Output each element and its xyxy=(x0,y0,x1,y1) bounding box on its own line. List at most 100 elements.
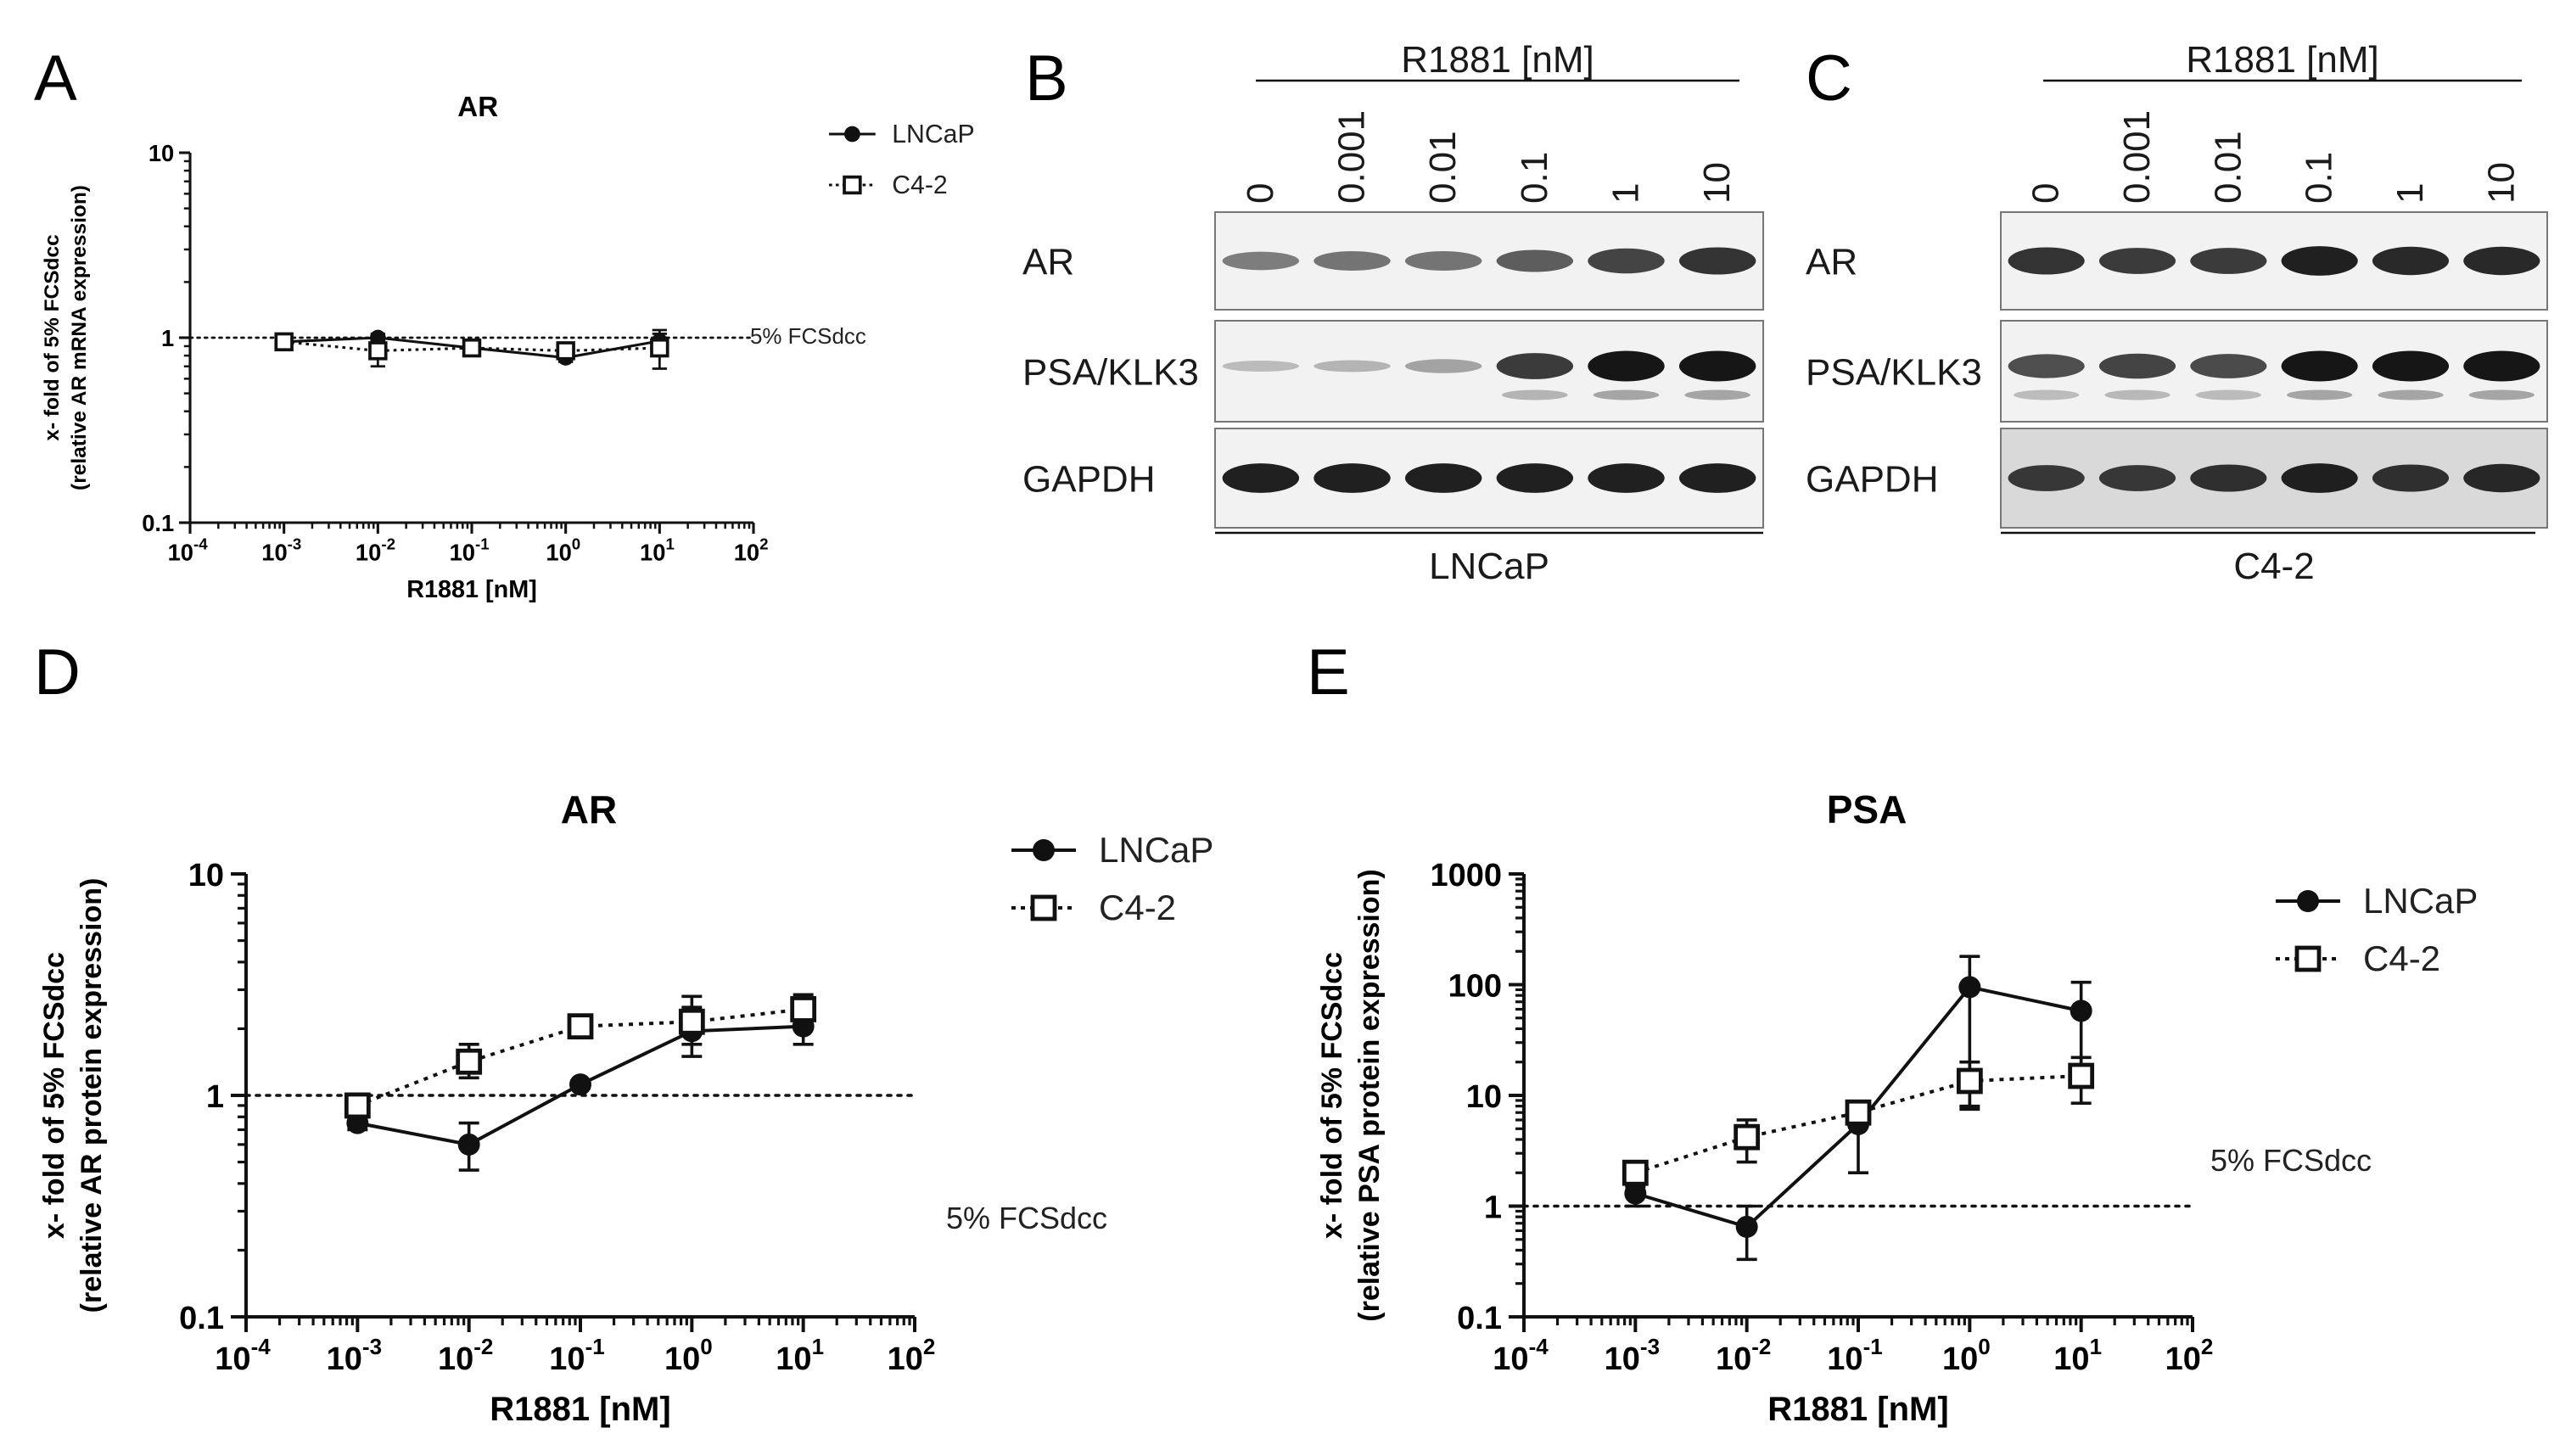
y-tick-label: 0.1 xyxy=(179,1301,224,1336)
x-tick-exponent: 2 xyxy=(2201,1334,2213,1359)
x-tick-exponent: -1 xyxy=(585,1334,605,1359)
x-tick-exponent: -3 xyxy=(362,1334,382,1359)
blot-strip xyxy=(2000,320,2548,423)
x-tick-exponent: -4 xyxy=(1529,1334,1549,1359)
blot-band xyxy=(2008,247,2085,275)
blot-band-secondary xyxy=(1502,389,1568,400)
blot-band xyxy=(2190,248,2267,274)
data-point xyxy=(2070,1000,2092,1022)
x-tick-label: 10-2 xyxy=(1716,1334,1771,1377)
y-axis-label-line: (relative AR protein expression) xyxy=(76,878,108,1313)
panel-letter-c: C xyxy=(1806,42,1852,115)
x-tick-base: 10 xyxy=(1942,1341,1978,1377)
legend-label: C4-2 xyxy=(1099,888,1176,927)
blot-band xyxy=(2463,350,2540,382)
series-lncap xyxy=(346,1005,815,1172)
x-tick-exponent: 2 xyxy=(923,1334,935,1359)
x-axis-label: R1881 [nM] xyxy=(1767,1391,1948,1428)
x-tick-base: 10 xyxy=(356,540,381,566)
blot-band xyxy=(2098,465,2176,491)
x-tick-base: 10 xyxy=(888,1341,923,1377)
x-tick-base: 10 xyxy=(664,1341,700,1377)
data-point xyxy=(462,338,482,358)
x-tick-label: 101 xyxy=(2053,1334,2102,1377)
y-tick-label: 10 xyxy=(1466,1079,1502,1115)
blot-band xyxy=(2372,246,2450,276)
blot-band xyxy=(1222,251,1300,271)
lane-label: 0.01 xyxy=(2207,131,2249,204)
x-tick-base: 10 xyxy=(1605,1341,1640,1377)
data-point xyxy=(790,996,817,1022)
panel-letter-e: E xyxy=(1307,636,1350,708)
blot-band xyxy=(1314,251,1391,271)
blot-band-secondary xyxy=(2287,389,2353,400)
blot-band xyxy=(1314,463,1391,493)
data-point xyxy=(1735,1215,1758,1238)
y-tick-label: 0.1 xyxy=(142,510,174,536)
data-point xyxy=(1622,1159,1649,1186)
lane-label: 0.01 xyxy=(1422,131,1464,204)
y-tick-label: 100 xyxy=(1448,969,1502,1005)
x-tick-base: 10 xyxy=(261,540,287,566)
western-blot-b-lncap: R1881 [nM] 0 0.001 0.01 0.1 1 10 AR PSA/KLK3 GAPD… xyxy=(1022,39,1764,587)
blot-band xyxy=(1314,360,1391,372)
series-c4-2 xyxy=(274,332,669,370)
x-tick-label: 10-3 xyxy=(1605,1334,1660,1377)
data-point xyxy=(368,341,388,361)
data-point xyxy=(457,1133,480,1156)
lane-label: 10 xyxy=(1696,162,1738,204)
lane-label: 1 xyxy=(2389,183,2431,204)
x-axis-label: R1881 [nM] xyxy=(490,1391,670,1428)
blot-band xyxy=(2190,464,2267,492)
blot-band-secondary xyxy=(2104,389,2171,400)
x-tick-label: 10-1 xyxy=(450,535,490,566)
blot-band-secondary xyxy=(2468,389,2535,400)
data-point xyxy=(1956,1067,1983,1095)
x-tick-exponent: 1 xyxy=(2090,1334,2102,1359)
row-label: PSA/KLK3 xyxy=(1806,352,1982,394)
legend-marker xyxy=(1030,894,1057,921)
data-point xyxy=(678,1008,705,1035)
blot-band xyxy=(2281,463,2358,493)
y-tick-label: 1000 xyxy=(1430,858,1502,893)
y-tick-label: 0.1 xyxy=(1457,1301,1502,1336)
legend-marker xyxy=(844,126,860,143)
blot-band xyxy=(1588,463,1665,493)
panel-letter-d: D xyxy=(34,636,81,708)
row-label: AR xyxy=(1022,242,1074,283)
y-axis-label-line: (relative PSA protein expression) xyxy=(1353,869,1386,1321)
x-tick-base: 10 xyxy=(168,540,193,566)
blot-band xyxy=(2098,248,2176,274)
legend-label: C4-2 xyxy=(892,171,948,199)
x-tick-label: 10-3 xyxy=(261,535,301,566)
legend-marker xyxy=(2297,890,2319,912)
blot-strip xyxy=(1214,211,1764,311)
x-axis-label: R1881 [nM] xyxy=(406,576,537,603)
data-point xyxy=(274,332,294,352)
x-tick-exponent: -3 xyxy=(288,535,302,553)
x-tick-exponent: -1 xyxy=(1863,1334,1883,1359)
data-point xyxy=(2068,1062,2095,1089)
blot-band-secondary xyxy=(2195,389,2261,400)
x-tick-label: 10-4 xyxy=(1493,1334,1549,1377)
panel-letter-b: B xyxy=(1025,42,1068,115)
x-tick-base: 10 xyxy=(1493,1341,1528,1377)
blot-band xyxy=(2372,350,2450,382)
data-point xyxy=(1958,976,1981,999)
x-tick-base: 10 xyxy=(2053,1341,2089,1377)
blot-band xyxy=(2098,353,2176,379)
x-tick-label: 10-1 xyxy=(1827,1334,1882,1377)
x-tick-exponent: 0 xyxy=(700,1334,712,1359)
lane-label: 0.1 xyxy=(1514,152,1555,204)
y-tick-label: 10 xyxy=(188,858,224,893)
blot-band xyxy=(2008,465,2085,491)
blot-band xyxy=(2281,246,2358,276)
x-tick-label: 102 xyxy=(2165,1334,2214,1377)
legend-label: LNCaP xyxy=(1099,830,1213,870)
blot-band-secondary xyxy=(1684,389,1750,400)
x-tick-base: 10 xyxy=(640,540,665,566)
blot-band xyxy=(1222,360,1300,372)
treatment-label: R1881 [nM] xyxy=(2186,39,2378,81)
x-tick-exponent: 0 xyxy=(572,535,580,553)
